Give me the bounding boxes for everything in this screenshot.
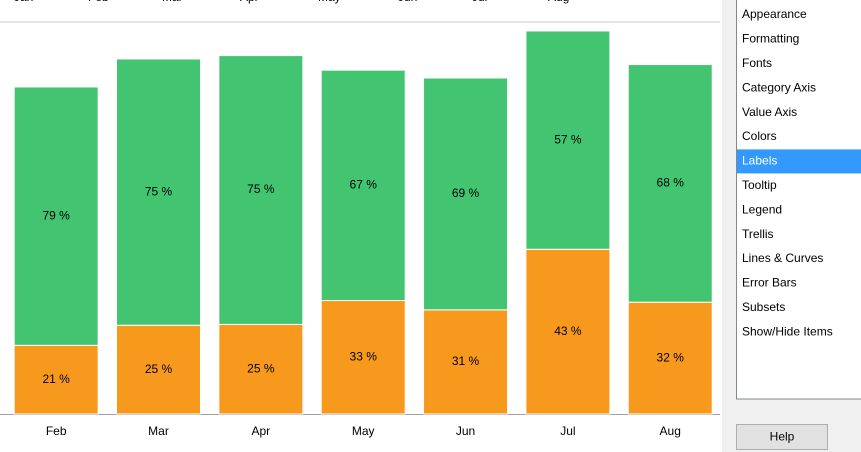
menu-item[interactable]: Subsets [742,300,785,314]
menu-item[interactable]: Lines & Curves [742,251,823,265]
x-tick-label: Jun [456,424,475,438]
data-label: 33 % [350,349,378,363]
bar-segment [116,58,202,326]
x-tick-label: Mar [148,424,169,438]
x-tick-label: Feb [46,424,67,438]
bar-segment [116,324,202,415]
menu-item[interactable]: Legend [742,202,782,216]
bar-segment [423,309,509,415]
column-header: Aug [548,0,569,4]
bar-segment [218,55,304,325]
x-tick-label: Apr [252,424,271,438]
menu-item[interactable]: Category Axis [742,80,816,94]
help-label[interactable]: Help [770,430,795,444]
column-header: Jan [14,0,33,4]
menu-item[interactable]: Labels [742,154,777,168]
splitter [722,0,728,452]
data-label: 69 % [452,186,480,200]
bar-segment [423,77,509,311]
data-label: 57 % [554,132,582,146]
data-label: 21 % [42,372,70,386]
menu-item[interactable]: Error Bars [742,276,797,290]
menu-item[interactable]: Formatting [742,32,799,46]
column-header: May [318,0,341,4]
help-button[interactable] [736,424,828,450]
data-label: 25 % [247,361,275,375]
bar-segment [525,248,611,415]
data-label: 43 % [554,324,582,338]
menu-item[interactable]: Fonts [742,56,772,70]
data-label: 75 % [145,184,173,198]
bar-segment [627,64,713,303]
data-label: 79 % [42,208,70,222]
column-header: Jul [472,0,487,4]
x-tick-label: May [352,424,375,438]
menu-list [736,0,861,400]
x-tick-label: Aug [660,424,681,438]
x-tick-label: Jul [560,424,575,438]
data-label: 67 % [350,178,378,192]
bar-segment [320,69,406,302]
menu-highlight [737,149,861,174]
menu-item[interactable]: Colors [742,129,777,143]
bar-segment [218,323,304,415]
bar-segment [627,301,713,415]
data-label: 75 % [247,182,275,196]
menu-item[interactable]: Appearance [742,7,807,21]
bar-segment [13,86,99,346]
column-header: Apr [240,0,259,4]
data-label: 31 % [452,354,480,368]
column-header: Jun [398,0,417,4]
column-header: Feb [88,0,109,4]
bar-segment [525,30,611,250]
column-header: Mar [162,0,183,4]
data-label: 68 % [657,176,685,190]
menu-item[interactable]: Trellis [742,227,774,241]
data-label: 25 % [145,362,173,376]
menu-item[interactable]: Value Axis [742,105,797,119]
menu-item[interactable]: Show/Hide Items [742,324,833,338]
data-label: 32 % [657,350,685,364]
menu-item[interactable]: Tooltip [742,178,777,192]
bar-segment [320,300,406,415]
